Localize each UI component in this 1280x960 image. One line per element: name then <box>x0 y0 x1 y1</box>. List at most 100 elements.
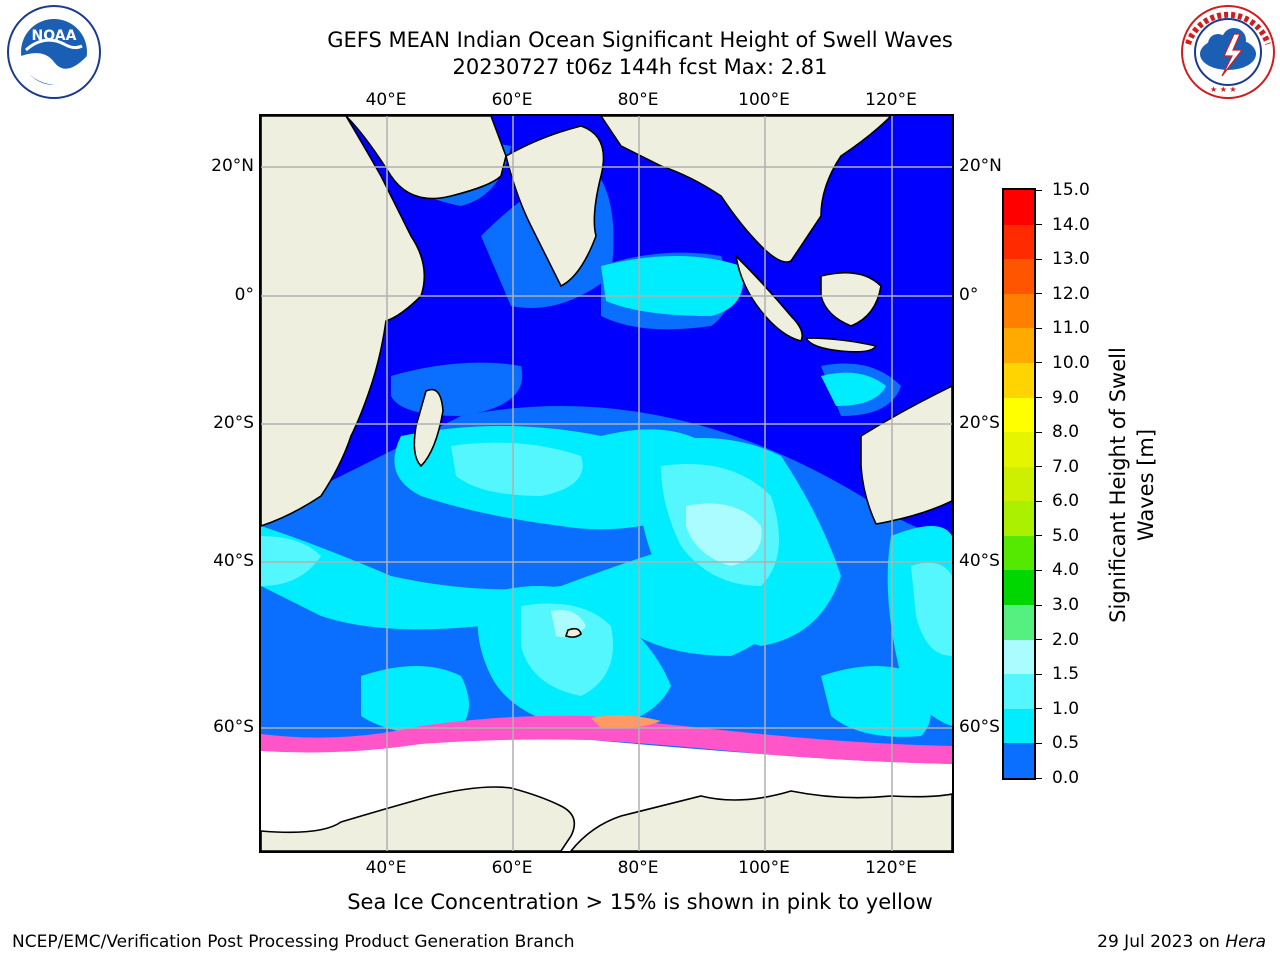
colorbar-tick-label: 0.5 <box>1052 733 1080 754</box>
colorbar-segment <box>1004 397 1034 433</box>
land-kerguelen <box>564 627 582 638</box>
colorbar-tick <box>1036 466 1042 468</box>
colorbar-tick <box>1036 742 1042 744</box>
chart-subtitle: 20230727 t06z 144h fcst Max: 2.81 <box>452 55 828 79</box>
colorbar-segment <box>1004 432 1034 468</box>
land-india <box>505 125 605 288</box>
colorbar-segment <box>1004 708 1034 744</box>
colorbar-segment <box>1004 639 1034 675</box>
colorbar-segment <box>1004 501 1034 537</box>
colorbar-tick <box>1036 673 1042 675</box>
colorbar-tick-label: 12.0 <box>1052 283 1090 304</box>
footer-host: Hera <box>1225 932 1266 952</box>
colorbar-segment <box>1004 743 1034 779</box>
colorbar-segment <box>1004 466 1034 502</box>
colorbar-tick-label: 15.0 <box>1052 180 1090 200</box>
noaa-logo-text: NOAA <box>32 28 77 44</box>
colorbar-tick <box>1036 327 1042 329</box>
colorbar-tick-label: 1.0 <box>1052 698 1080 719</box>
land-java <box>804 337 878 353</box>
y-tick-left: 20°S <box>213 413 254 433</box>
swell-height-map <box>261 116 952 851</box>
colorbar-tick-label: 5.0 <box>1052 525 1080 546</box>
colorbar-tick-label: 2.0 <box>1052 629 1080 650</box>
x-tick-top: 120°E <box>865 90 917 110</box>
colorbar-tick <box>1036 569 1042 571</box>
x-tick-bottom: 100°E <box>738 858 790 878</box>
colorbar-tick <box>1036 258 1042 260</box>
land-antarctica-west <box>261 786 576 851</box>
colorbar <box>1002 188 1036 780</box>
colorbar-tick-label: 11.0 <box>1052 318 1090 339</box>
y-tick-right: 40°S <box>959 551 1000 571</box>
colorbar-tick <box>1036 362 1042 364</box>
colorbar-segment <box>1004 362 1034 399</box>
colorbar-tick <box>1036 639 1042 641</box>
colorbar-tick <box>1036 397 1042 399</box>
colorbar-segment <box>1004 328 1034 364</box>
colorbar-tick-label: 10.0 <box>1052 352 1090 373</box>
colorbar-tick <box>1036 224 1042 226</box>
footer-credit: NCEP/EMC/Verification Post Processing Pr… <box>12 932 575 952</box>
y-tick-left: 40°S <box>213 551 254 571</box>
colorbar-tick <box>1036 293 1042 295</box>
footer-date: 29 Jul 2023 on Hera <box>1097 932 1266 952</box>
y-tick-left: 0° <box>234 285 254 305</box>
colorbar-tick-label: 14.0 <box>1052 214 1090 235</box>
colorbar-segment <box>1004 605 1034 641</box>
land-sumatra <box>734 253 804 342</box>
colorbar-tick-label: 3.0 <box>1052 595 1080 616</box>
sea-ice-caption: Sea Ice Concentration > 15% is shown in … <box>347 890 933 914</box>
x-tick-bottom: 120°E <box>865 858 917 878</box>
colorbar-segment <box>1004 674 1034 710</box>
svg-text:★ ★ ★: ★ ★ ★ <box>1210 85 1237 94</box>
colorbar-label-text: Significant Height of Swell Waves [m] <box>1106 347 1158 623</box>
y-tick-left: 60°S <box>213 717 254 737</box>
colorbar-tick-label: 13.0 <box>1052 249 1090 270</box>
colorbar-tick <box>1036 500 1042 502</box>
colorbar-segment <box>1004 535 1034 571</box>
land-madagascar <box>413 388 444 468</box>
x-tick-bottom: 60°E <box>491 858 533 878</box>
x-tick-bottom: 80°E <box>617 858 659 878</box>
colorbar-tick-label: 0.0 <box>1052 768 1080 788</box>
footer-date-text: 29 Jul 2023 on <box>1097 932 1226 952</box>
y-tick-right: 60°S <box>959 717 1000 737</box>
colorbar-tick <box>1036 604 1042 606</box>
land-borneo <box>820 271 882 327</box>
swell-field-2.0-3.0 <box>551 503 762 638</box>
colorbar-segment <box>1004 259 1034 295</box>
y-tick-right: 20°N <box>959 156 1002 176</box>
land-australia <box>860 385 952 525</box>
chart-title: GEFS MEAN Indian Ocean Significant Heigh… <box>327 28 953 52</box>
map-panel <box>259 114 954 853</box>
y-tick-right: 0° <box>959 285 979 305</box>
x-tick-top: 80°E <box>617 90 659 110</box>
colorbar-label: Significant Height of Swell Waves [m] <box>1100 320 1164 650</box>
colorbar-tick-label: 7.0 <box>1052 456 1080 477</box>
colorbar-tick-label: 9.0 <box>1052 387 1080 408</box>
y-tick-left: 20°N <box>211 156 254 176</box>
x-tick-top: 60°E <box>491 90 533 110</box>
national-weather-service-logo: ★ ★ ★ <box>1178 4 1278 100</box>
noaa-logo: NOAA <box>4 4 104 100</box>
land-antarctica-east <box>569 790 952 851</box>
swell-field-1.0-1.5 <box>261 256 952 737</box>
x-tick-top: 40°E <box>365 90 407 110</box>
colorbar-tick-label: 8.0 <box>1052 422 1080 443</box>
x-tick-bottom: 40°E <box>365 858 407 878</box>
colorbar-tick <box>1036 535 1042 537</box>
colorbar-tick <box>1036 189 1042 191</box>
colorbar-segment <box>1004 190 1034 226</box>
colorbar-tick-label: 4.0 <box>1052 560 1080 581</box>
colorbar-segment <box>1004 570 1034 606</box>
colorbar-tick-label: 1.5 <box>1052 664 1080 685</box>
x-tick-top: 100°E <box>738 90 790 110</box>
colorbar-tick-label: 6.0 <box>1052 491 1080 512</box>
colorbar-tick <box>1036 777 1042 779</box>
land-arabia <box>261 116 507 200</box>
y-tick-right: 20°S <box>959 413 1000 433</box>
colorbar-tick <box>1036 431 1042 433</box>
graticule <box>261 116 952 851</box>
colorbar-segment <box>1004 293 1034 329</box>
